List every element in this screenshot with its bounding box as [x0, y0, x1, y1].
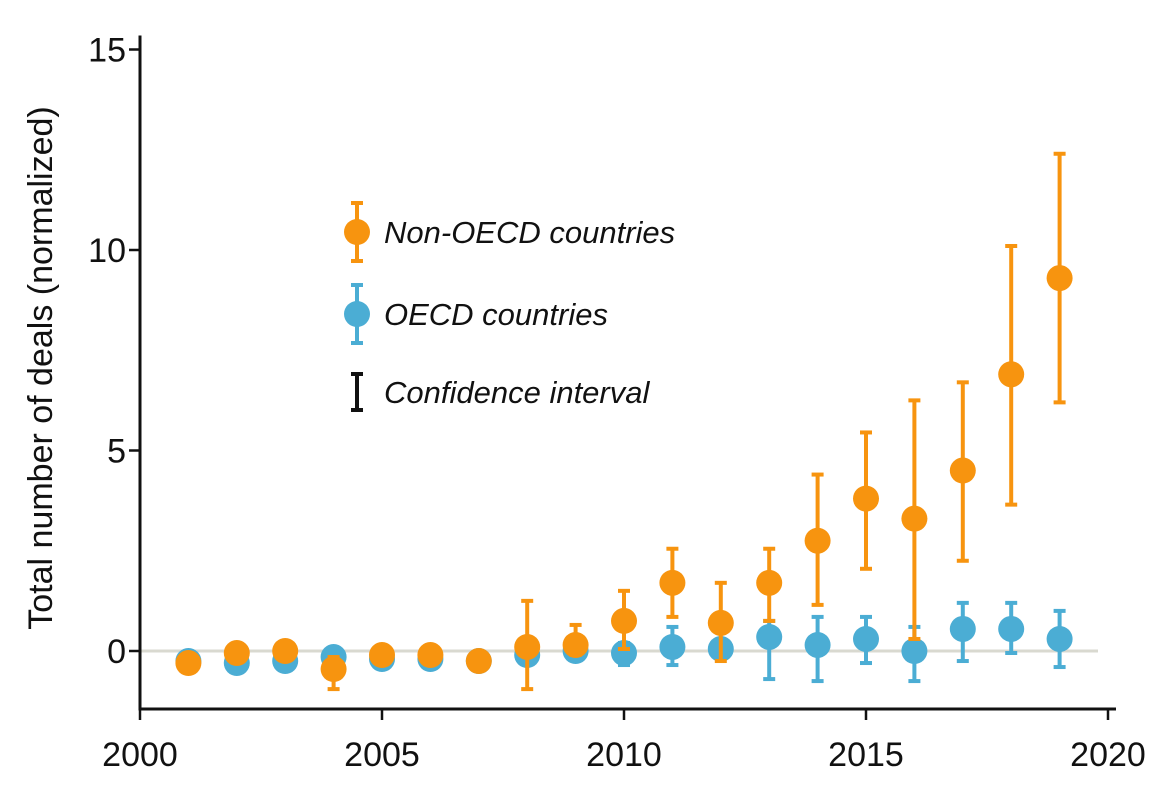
- data-point: [901, 505, 928, 532]
- y-tick-label: 10: [88, 232, 126, 270]
- data-point: [223, 640, 250, 667]
- data-point: [998, 361, 1025, 388]
- data-point: [1046, 265, 1073, 292]
- data-point: [756, 569, 783, 596]
- data-point: [949, 457, 976, 484]
- legend-item: OECD countries: [344, 283, 608, 345]
- data-point: [901, 638, 928, 664]
- y-tick-label: 0: [107, 633, 126, 671]
- data-point: [804, 631, 831, 658]
- data-point: [175, 650, 202, 677]
- x-tick-label: 2005: [344, 736, 420, 774]
- y-tick-label: 5: [107, 433, 126, 471]
- data-point: [707, 609, 734, 636]
- legend-marker: [344, 301, 370, 327]
- data-point: [659, 633, 686, 660]
- data-point: [272, 638, 299, 664]
- legend-item: Confidence interval: [351, 372, 650, 412]
- series-non-oecd: [175, 151, 1073, 692]
- data-point: [562, 631, 589, 658]
- data-point: [369, 642, 395, 669]
- legend-label: Confidence interval: [384, 375, 650, 410]
- data-point: [611, 640, 637, 667]
- series-layer: [175, 151, 1073, 692]
- y-axis-ticks: 0 5 10 15: [88, 32, 140, 671]
- x-tick-label: 2000: [102, 736, 178, 774]
- legend-label: Non-OECD countries: [384, 215, 675, 250]
- x-axis-ticks: 2000 2005 2010 2015 2020: [102, 709, 1146, 774]
- data-point: [659, 569, 686, 596]
- y-axis-title: Total number of deals (normalized): [22, 106, 60, 629]
- data-point: [1046, 625, 1073, 652]
- legend-item: Non-OECD countries: [344, 201, 675, 263]
- x-tick-label: 2015: [828, 736, 904, 774]
- data-point: [804, 527, 831, 554]
- data-point: [949, 615, 976, 642]
- data-point: [320, 656, 347, 683]
- data-point: [756, 623, 783, 650]
- data-point: [611, 607, 637, 634]
- data-point: [853, 485, 879, 512]
- y-tick-label: 15: [88, 32, 126, 70]
- legend-marker: [344, 219, 370, 245]
- legend: Non-OECD countries OECD countries Confiden…: [344, 201, 675, 412]
- data-point: [998, 615, 1025, 642]
- data-point: [465, 648, 492, 675]
- data-point: [417, 642, 444, 669]
- data-point: [514, 633, 541, 660]
- x-tick-label: 2020: [1070, 736, 1146, 774]
- x-tick-label: 2010: [586, 736, 662, 774]
- axes: [138, 35, 1116, 711]
- legend-label: OECD countries: [384, 297, 608, 332]
- data-point: [853, 625, 879, 652]
